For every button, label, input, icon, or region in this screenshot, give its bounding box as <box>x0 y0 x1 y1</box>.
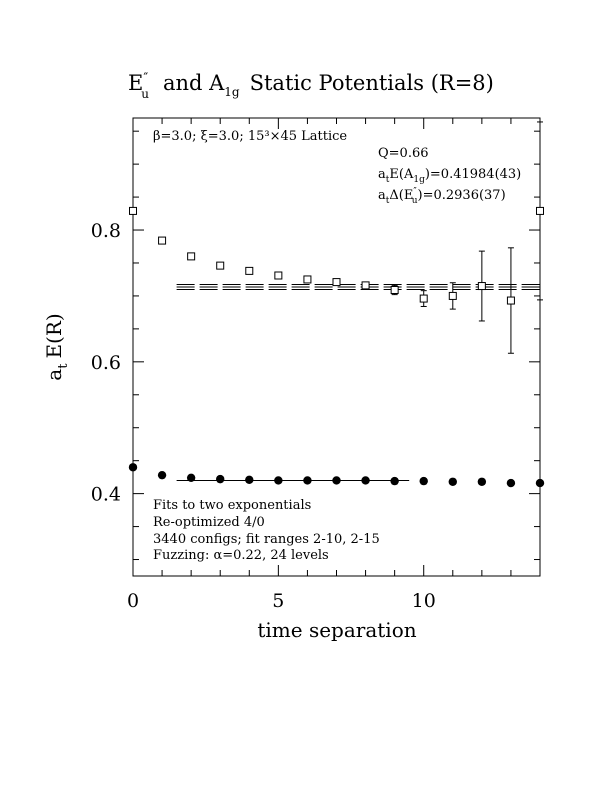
data-point-square <box>245 266 254 275</box>
data-point-square <box>129 206 137 215</box>
data-point-circle <box>303 476 312 485</box>
axis-ticks: 0 5 10 0.4 0.6 0.8 <box>91 118 541 612</box>
note-line-3: 3440 configs; fit ranges 2-10, 2-15 <box>153 532 380 547</box>
x-tick-label: 5 <box>272 590 284 612</box>
gap-annotation: atΔ(E″ u)=0.2936(37) <box>378 187 506 206</box>
data-point-circle <box>245 475 254 484</box>
data-point-square <box>332 278 341 287</box>
y-tick-label: 0.8 <box>91 220 121 242</box>
data-point-circle <box>216 474 225 484</box>
note-line-4: Fuzzing: α=0.22, 24 levels <box>153 548 329 563</box>
y-axis-label: atE(R) <box>42 313 71 380</box>
data-point-circle <box>390 476 399 486</box>
data-point-square <box>506 296 515 305</box>
data-point-square <box>536 206 544 215</box>
data-point-circle <box>332 476 341 485</box>
q-annotation: Q=0.66 <box>378 146 429 161</box>
data-point-square <box>216 261 225 270</box>
data-marks <box>128 121 545 488</box>
chart-title: E″ u and A1g Static Potentials (R=8) <box>128 71 494 101</box>
fit-lines <box>176 283 540 482</box>
y-tick-label: 0.4 <box>91 484 121 506</box>
data-point-square <box>158 236 167 245</box>
data-point-square <box>448 291 457 300</box>
data-point-square <box>390 285 399 294</box>
data-point-circle <box>361 476 370 485</box>
x-tick-label: 0 <box>127 590 139 612</box>
data-point-circle <box>274 476 283 485</box>
data-point-circle <box>186 473 196 483</box>
data-point-square <box>274 271 283 280</box>
note-line-2: Re-optimized 4/0 <box>153 515 265 530</box>
data-point-circle <box>157 470 167 480</box>
note-line-1: Fits to two exponentials <box>153 498 311 513</box>
y-tick-label: 0.6 <box>91 352 121 374</box>
data-point-square <box>187 252 196 261</box>
data-point-circle <box>477 477 487 486</box>
x-axis-label: time separation <box>257 618 416 642</box>
data-point-square <box>303 275 312 284</box>
data-point-square <box>477 282 486 291</box>
data-point-square <box>361 281 370 290</box>
data-point-circle <box>448 477 457 486</box>
data-point-circle <box>419 476 428 486</box>
data-point-square <box>419 294 428 303</box>
a1g-energy-annotation: atE(A1g)=0.41984(43) <box>378 167 521 185</box>
data-point-circle <box>506 478 516 488</box>
data-point-circle <box>128 463 138 472</box>
data-point-circle <box>535 478 545 488</box>
lattice-annotation: β=3.0; ξ=3.0; 15³×45 Lattice <box>153 129 347 144</box>
x-tick-label: 10 <box>412 590 436 612</box>
